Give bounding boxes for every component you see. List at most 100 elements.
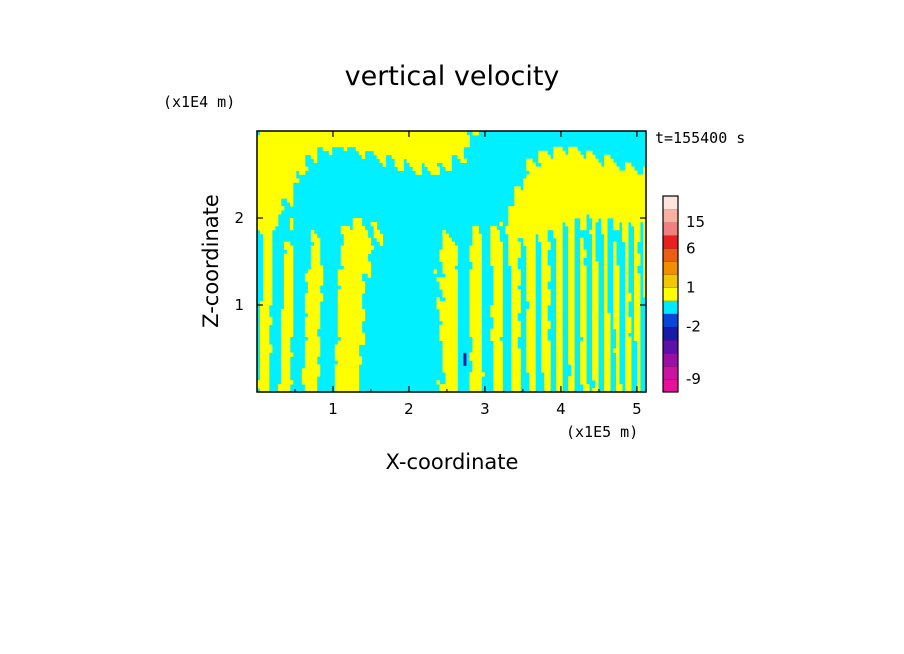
positive-velocity-cell — [637, 376, 641, 381]
positive-velocity-cell — [616, 388, 623, 392]
positive-velocity-cell — [397, 166, 405, 171]
positive-velocity-cell — [556, 348, 563, 353]
positive-velocity-cell — [511, 388, 521, 392]
positive-velocity-cell — [580, 340, 587, 345]
positive-velocity-cell — [571, 372, 575, 377]
positive-velocity-cell — [592, 257, 596, 262]
positive-velocity-cell — [604, 237, 608, 243]
positive-velocity-cell — [490, 241, 503, 247]
positive-velocity-cell — [529, 376, 536, 381]
positive-velocity-cell — [541, 257, 548, 262]
positive-velocity-cell — [604, 281, 608, 286]
colorbar-level — [663, 300, 678, 314]
positive-velocity-cell — [625, 297, 632, 302]
positive-velocity-cell — [613, 273, 620, 278]
positive-velocity-cell — [280, 356, 291, 361]
positive-velocity-cell — [433, 269, 437, 274]
positive-velocity-cell — [637, 340, 641, 345]
positive-velocity-cell — [262, 261, 273, 266]
positive-velocity-cell — [424, 162, 437, 167]
positive-velocity-cell — [313, 158, 318, 164]
positive-velocity-cell — [613, 245, 617, 251]
positive-velocity-cell — [304, 340, 321, 345]
positive-velocity-cell — [634, 328, 641, 334]
positive-velocity-cell — [301, 368, 321, 373]
positive-velocity-cell — [493, 356, 503, 361]
positive-velocity-cell — [643, 257, 646, 262]
positive-velocity-cell — [283, 245, 294, 251]
positive-velocity-cell — [586, 150, 593, 156]
positive-velocity-cell — [490, 261, 503, 266]
positive-velocity-cell — [280, 324, 294, 330]
positive-velocity-cell — [262, 297, 273, 302]
positive-velocity-cell — [526, 269, 536, 274]
positive-velocity-cell — [538, 154, 551, 160]
positive-velocity-cell — [340, 229, 369, 235]
positive-velocity-cell — [505, 229, 548, 235]
positive-velocity-cell — [634, 253, 641, 258]
positive-velocity-cell — [541, 336, 548, 341]
positive-velocity-cell — [604, 265, 608, 270]
positive-velocity-cell — [634, 332, 641, 338]
positive-velocity-cell — [490, 229, 500, 235]
positive-velocity-cell — [592, 324, 599, 330]
positive-velocity-cell — [568, 305, 575, 310]
positive-velocity-cell — [304, 273, 324, 278]
positive-velocity-cell — [556, 285, 563, 290]
contour-field — [257, 131, 646, 392]
positive-velocity-cell — [604, 312, 611, 318]
positive-velocity-cell — [625, 336, 632, 341]
positive-velocity-cell — [643, 233, 646, 239]
positive-velocity-cell — [257, 194, 294, 199]
positive-velocity-cell — [283, 253, 294, 258]
positive-velocity-cell — [472, 344, 482, 349]
positive-velocity-cell — [340, 261, 372, 266]
positive-velocity-cell — [469, 376, 482, 381]
positive-velocity-cell — [568, 277, 575, 282]
positive-velocity-cell — [604, 332, 611, 338]
positive-velocity-cell — [442, 269, 458, 274]
positive-velocity-cell — [568, 289, 575, 294]
positive-velocity-cell — [490, 305, 503, 310]
positive-velocity-cell — [541, 297, 551, 302]
positive-velocity-cell — [257, 380, 270, 385]
positive-velocity-cell — [637, 368, 641, 373]
positive-velocity-cell — [508, 218, 575, 223]
positive-velocity-cell — [637, 380, 641, 385]
colorbar-level — [663, 378, 678, 393]
positive-velocity-cell — [643, 273, 646, 278]
positive-velocity-cell — [439, 388, 458, 392]
positive-velocity-cell — [556, 249, 563, 254]
positive-velocity-cell — [643, 225, 646, 231]
negative-anomaly — [463, 352, 467, 366]
positive-velocity-cell — [571, 364, 575, 369]
positive-velocity-cell — [604, 277, 608, 282]
positive-velocity-cell — [625, 356, 632, 361]
positive-velocity-cell — [604, 257, 608, 262]
positive-velocity-cell — [430, 170, 440, 175]
positive-velocity-cell — [283, 273, 294, 278]
positive-velocity-cell — [337, 320, 363, 326]
positive-velocity-cell — [289, 221, 294, 227]
positive-velocity-cell — [257, 190, 294, 195]
positive-velocity-cell — [280, 372, 291, 377]
positive-velocity-cell — [259, 301, 273, 306]
positive-velocity-cell — [526, 166, 620, 171]
positive-velocity-cell — [442, 360, 458, 365]
positive-velocity-cell — [568, 269, 575, 274]
positive-velocity-cell — [469, 352, 482, 357]
positive-velocity-cell — [511, 305, 521, 310]
positive-velocity-cell — [625, 249, 629, 254]
positive-velocity-cell — [514, 202, 646, 207]
positive-velocity-cell — [592, 269, 599, 274]
positive-velocity-cell — [307, 289, 321, 294]
positive-velocity-cell — [277, 388, 291, 392]
positive-velocity-cell — [257, 214, 279, 219]
positive-velocity-cell — [257, 174, 297, 179]
positive-velocity-cell — [637, 352, 641, 357]
positive-velocity-cell — [259, 308, 270, 314]
positive-velocity-cell — [556, 380, 563, 385]
positive-velocity-cell — [289, 202, 294, 207]
positive-velocity-cell — [340, 253, 369, 258]
positive-velocity-cell — [568, 316, 575, 322]
